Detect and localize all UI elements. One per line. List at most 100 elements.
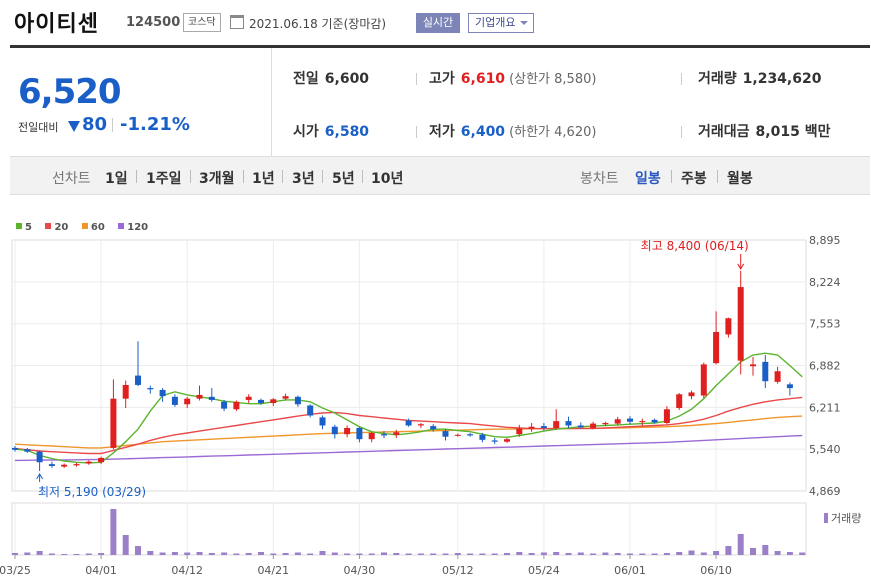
ma-legend: 5 20 60 120 bbox=[16, 222, 158, 233]
candle-body bbox=[73, 464, 80, 466]
legend-label-ma5: 5 bbox=[25, 222, 32, 233]
volume-bar bbox=[454, 553, 461, 555]
x-tick-label: 04/01 bbox=[85, 564, 117, 577]
x-tick-label: 04/12 bbox=[171, 564, 203, 577]
volume-bar bbox=[270, 553, 277, 555]
change-divider bbox=[112, 118, 113, 132]
volume-bar bbox=[430, 553, 437, 555]
x-tick-label: 05/12 bbox=[442, 564, 474, 577]
candle-body bbox=[221, 401, 228, 409]
volume-bar bbox=[393, 553, 400, 555]
volume-bar bbox=[12, 553, 18, 555]
candle-body bbox=[24, 449, 31, 452]
high-cell: 고가 6,610 (상한가 8,580) bbox=[429, 68, 596, 88]
candle-body bbox=[750, 364, 756, 367]
candle-body bbox=[725, 318, 732, 335]
amount-cell: 거래대금 8,015 백만 bbox=[698, 121, 830, 141]
candle-body bbox=[171, 396, 178, 405]
candle-body bbox=[12, 447, 18, 450]
tab-1week[interactable]: 1주일 bbox=[146, 171, 182, 187]
volume-bar bbox=[725, 546, 732, 555]
tab-5year[interactable]: 5년 bbox=[332, 171, 355, 187]
tab-1year[interactable]: 1년 bbox=[252, 171, 275, 187]
legend-swatch-ma20 bbox=[45, 223, 52, 229]
volume-bar bbox=[159, 552, 166, 555]
change-percent: -1.21% bbox=[120, 114, 190, 135]
prev-close-label: 전일 bbox=[293, 71, 319, 87]
volume-bar bbox=[319, 551, 326, 555]
volume-bar bbox=[85, 553, 92, 555]
volume-bar bbox=[651, 553, 658, 555]
quote-divider bbox=[271, 48, 272, 157]
candle-body bbox=[577, 425, 584, 428]
legend-swatch-ma5 bbox=[16, 223, 22, 229]
y-tick-label: 8,895 bbox=[809, 234, 841, 247]
volume-bar bbox=[639, 553, 646, 555]
low-cell: 저가 6,400 (하한가 4,620) bbox=[429, 121, 596, 141]
volume-bar bbox=[774, 551, 781, 555]
volume-bar bbox=[381, 552, 387, 555]
low-value: 6,400 bbox=[460, 124, 506, 140]
candle-body bbox=[737, 287, 744, 361]
candle-body bbox=[762, 361, 769, 382]
lower-limit: (하한가 4,620) bbox=[509, 125, 597, 140]
realtime-button[interactable]: 실시간 bbox=[416, 13, 460, 33]
volume-bar bbox=[504, 553, 510, 555]
candle-body bbox=[258, 399, 264, 404]
tab-monthly[interactable]: 월봉 bbox=[727, 171, 753, 187]
volume-cell: 거래량 1,234,620 bbox=[698, 68, 821, 88]
low-arrow-head bbox=[36, 473, 44, 480]
volume-bar bbox=[417, 553, 424, 555]
volume-bar bbox=[233, 553, 240, 555]
company-overview-dropdown[interactable]: 기업개요 bbox=[468, 13, 534, 33]
volume-bar bbox=[122, 535, 129, 555]
candle-body bbox=[639, 421, 646, 423]
down-triangle-icon bbox=[68, 121, 80, 132]
tab-divider bbox=[362, 170, 363, 183]
x-tick-label: 06/10 bbox=[700, 564, 732, 577]
volume-bar bbox=[540, 552, 547, 555]
tab-divider bbox=[190, 170, 191, 183]
series-line-ma120 bbox=[14, 434, 803, 462]
volume-bar bbox=[184, 552, 191, 555]
candle-body bbox=[786, 384, 793, 389]
tab-10year[interactable]: 10년 bbox=[371, 171, 404, 187]
candle-body bbox=[528, 426, 535, 429]
volume-bar bbox=[479, 553, 486, 555]
y-tick-label: 5,540 bbox=[809, 443, 841, 456]
candle-body bbox=[590, 423, 597, 428]
candle-body bbox=[36, 451, 43, 463]
volume-bar bbox=[516, 552, 523, 555]
volume-bar bbox=[368, 553, 375, 555]
volume-bar bbox=[171, 552, 178, 555]
stock-code: 124500 bbox=[126, 15, 181, 30]
volume-bar bbox=[147, 551, 154, 555]
tab-daily[interactable]: 일봉 bbox=[635, 171, 661, 187]
candle-body bbox=[147, 388, 154, 390]
tab-divider bbox=[282, 170, 283, 183]
prev-close-value: 6,600 bbox=[324, 71, 370, 87]
volume-bar bbox=[565, 553, 572, 555]
legend-label-ma120: 120 bbox=[127, 222, 149, 233]
candle-body bbox=[663, 409, 670, 423]
candle-body bbox=[319, 417, 326, 426]
legend-ma5: 5 bbox=[16, 222, 32, 233]
tab-3year[interactable]: 3년 bbox=[292, 171, 315, 187]
volume-value: 1,234,620 bbox=[742, 71, 822, 87]
y-tick-label: 6,211 bbox=[809, 401, 841, 414]
candle-body bbox=[614, 419, 621, 424]
tab-3month[interactable]: 3개월 bbox=[199, 171, 235, 187]
open-label: 시가 bbox=[293, 124, 319, 140]
tab-1day[interactable]: 1일 bbox=[105, 171, 128, 187]
x-tick-label: 04/21 bbox=[257, 564, 289, 577]
volume-bar bbox=[405, 553, 412, 555]
volume-bar bbox=[799, 552, 806, 555]
candle-body bbox=[368, 432, 375, 440]
candle-body bbox=[676, 394, 683, 409]
price-box: 6,520 전일대비 80 -1.21% bbox=[10, 48, 272, 157]
candle-body bbox=[307, 405, 314, 416]
tab-weekly[interactable]: 주봉 bbox=[681, 171, 707, 187]
candle-body bbox=[48, 464, 55, 466]
volume-bar bbox=[676, 552, 683, 555]
tab-divider bbox=[717, 170, 718, 183]
